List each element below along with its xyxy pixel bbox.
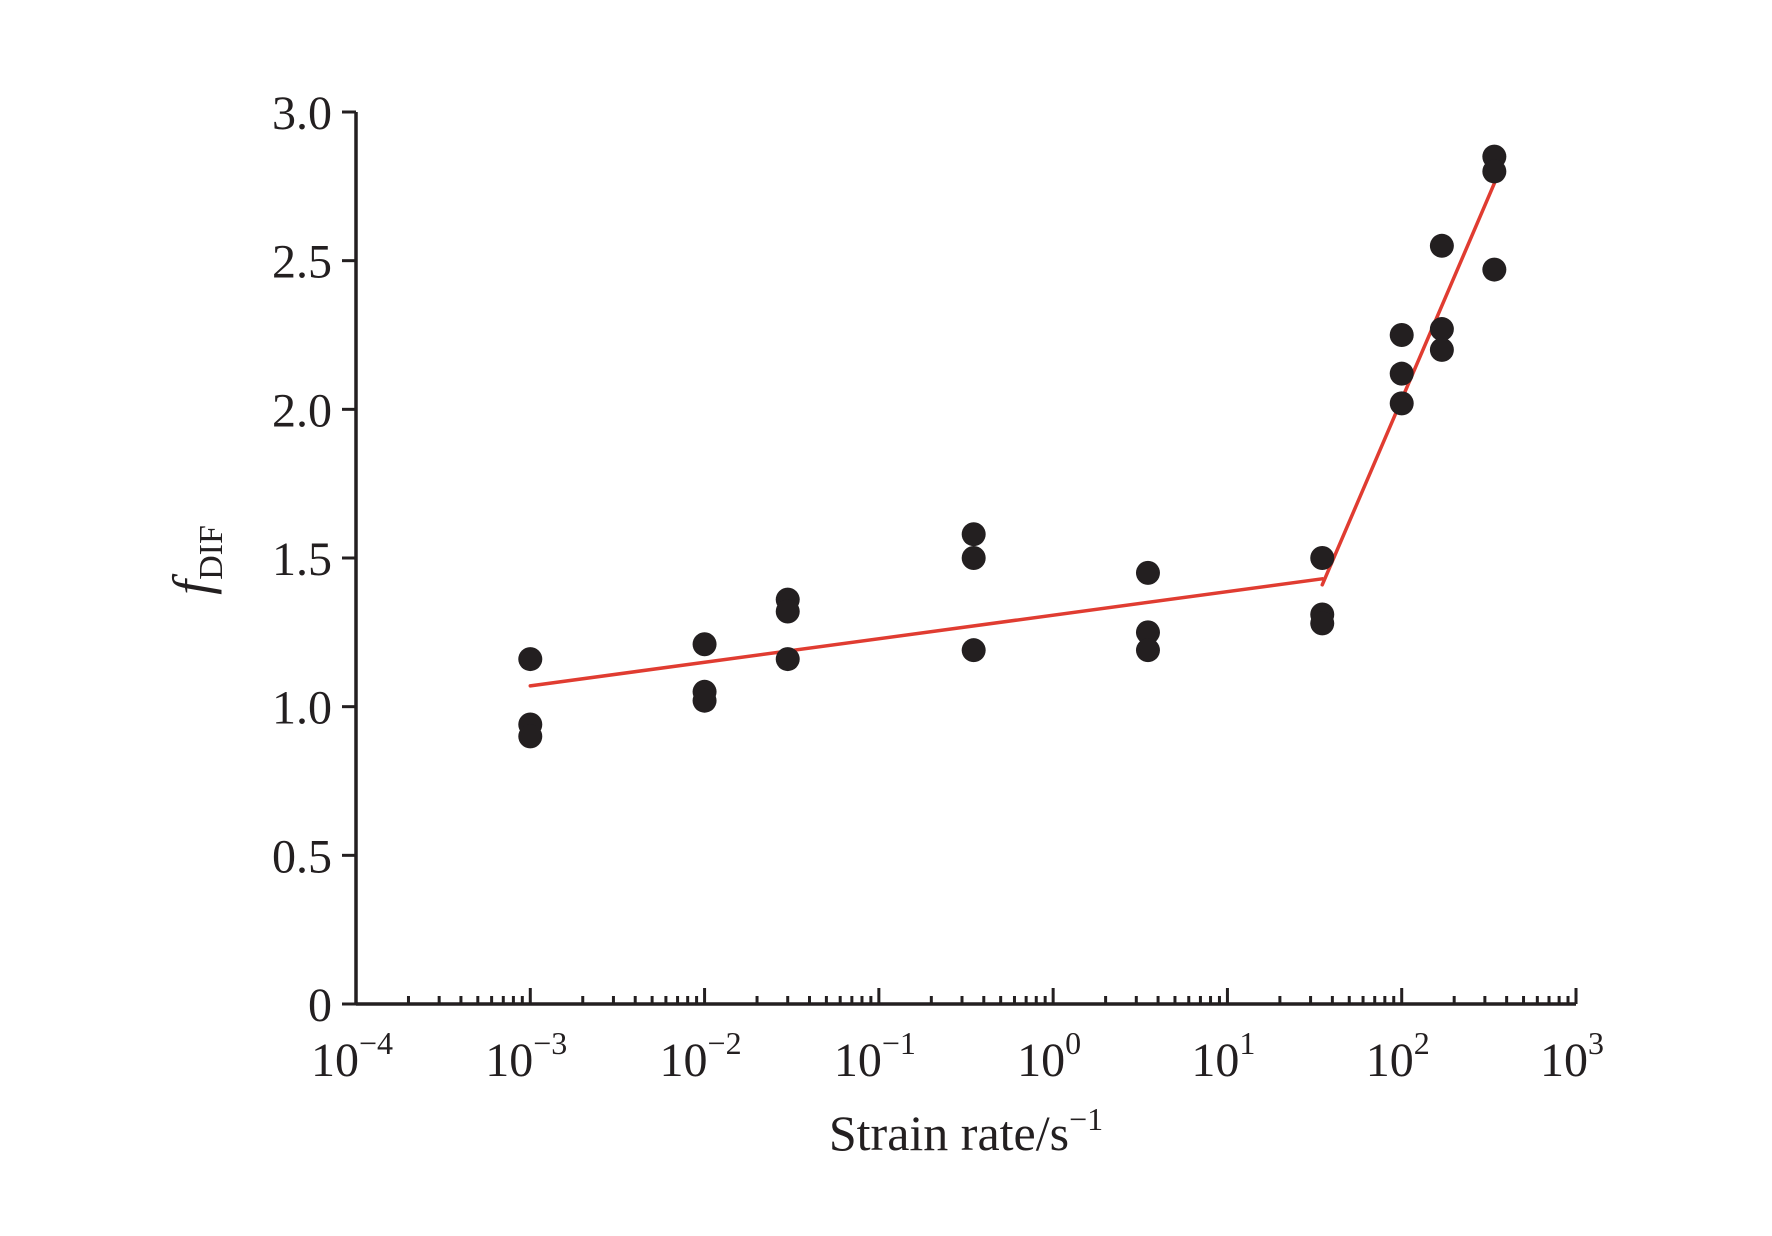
- y-tick-label: 2.5: [272, 236, 332, 289]
- x-axis-ticks: 10−4 10−3 10−2 10−1 100 101 102 103: [311, 988, 1604, 1087]
- data-point: [1482, 159, 1507, 184]
- x-tick-label: 101: [1191, 1025, 1255, 1087]
- y-axis-title: fDIF: [162, 525, 230, 595]
- y-tick-label: 0.5: [272, 830, 332, 883]
- y-axis-title-group: fDIF: [162, 525, 230, 595]
- data-point: [1135, 638, 1160, 663]
- data-point: [775, 599, 800, 624]
- x-tick-label: 10−3: [485, 1025, 567, 1087]
- data-point: [1482, 257, 1507, 282]
- data-point: [1389, 391, 1414, 416]
- data-point: [775, 647, 800, 672]
- plot-area: [518, 144, 1507, 749]
- y-tick-label: 2.0: [272, 384, 332, 437]
- x-tick-label: 10−2: [660, 1025, 742, 1087]
- fit-lines: [528, 181, 1497, 688]
- data-point: [1429, 233, 1454, 258]
- data-point: [1135, 620, 1160, 645]
- x-tick-label: 100: [1017, 1025, 1081, 1087]
- x-axis-title-main: Strain rate/s: [829, 1105, 1069, 1161]
- data-point: [1389, 361, 1414, 386]
- data-point: [1135, 560, 1160, 585]
- y-tick-label: 3.0: [272, 87, 332, 140]
- data-point: [1310, 611, 1335, 636]
- data-point: [961, 638, 986, 663]
- data-points: [518, 144, 1507, 749]
- y-axis-ticks: 0 0.5 1.0 1.5 2.0 2.5 3.0: [272, 87, 356, 1032]
- x-axis-title: Strain rate/s−1: [829, 1101, 1103, 1161]
- x-tick-label: 10−1: [834, 1025, 916, 1087]
- data-point: [1310, 546, 1335, 570]
- data-point: [518, 724, 543, 749]
- x-axis-title-superscript: −1: [1069, 1101, 1103, 1137]
- data-point: [961, 546, 986, 570]
- data-point: [961, 522, 986, 547]
- data-point: [1429, 337, 1454, 362]
- data-point: [692, 688, 717, 713]
- x-tick-label: 102: [1366, 1025, 1430, 1087]
- data-point: [518, 647, 543, 672]
- y-tick-label: 0: [308, 979, 332, 1032]
- fit-line-segment: [528, 577, 1325, 688]
- data-point: [1389, 323, 1414, 347]
- x-tick-label: 10−4: [311, 1025, 393, 1087]
- axes: 10−4 10−3 10−2 10−1 100 101 102 103 0 0.5 1.0 1.5 2…: [272, 87, 1604, 1087]
- fit-line-segment: [1320, 181, 1497, 587]
- x-tick-label: 103: [1540, 1025, 1604, 1087]
- y-axis-title-subscript: DIF: [193, 525, 230, 580]
- y-tick-label: 1.0: [272, 682, 332, 735]
- data-point: [1429, 317, 1454, 342]
- data-point: [692, 632, 717, 657]
- y-tick-label: 1.5: [272, 533, 332, 586]
